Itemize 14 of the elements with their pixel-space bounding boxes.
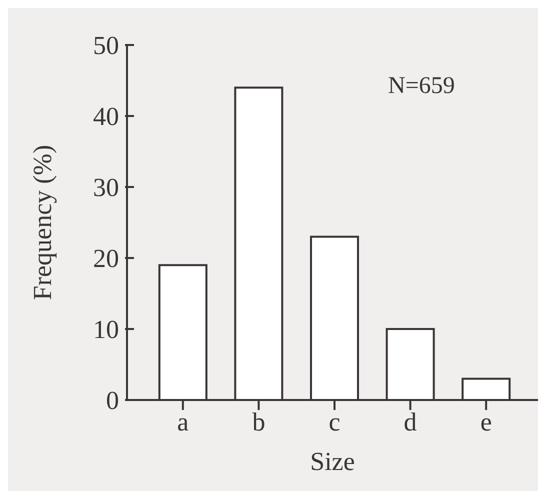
y-tick-label: 50 <box>93 31 119 60</box>
annotation: N=659 <box>388 73 455 99</box>
y-tick-label: 10 <box>93 315 119 344</box>
x-tick-label: c <box>328 407 340 436</box>
x-axis-title: Size <box>310 447 355 476</box>
x-tick-label: e <box>480 407 492 436</box>
y-axis-title: Frequency (%) <box>28 144 58 300</box>
y-tick-label: 40 <box>93 102 119 132</box>
x-tick-label: b <box>252 407 266 436</box>
x-tick-label: d <box>404 407 417 436</box>
y-tick-label: 0 <box>106 386 119 416</box>
y-tick-label: 20 <box>93 244 119 274</box>
x-tick-label: a <box>177 407 190 436</box>
y-tick-label: 30 <box>93 173 119 202</box>
